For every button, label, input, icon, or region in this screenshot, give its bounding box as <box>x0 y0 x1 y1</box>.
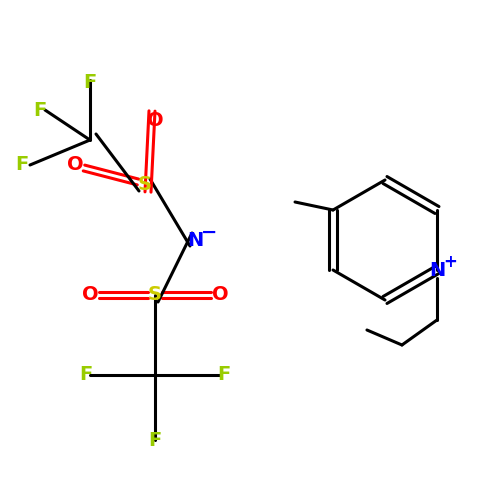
Text: +: + <box>443 253 457 271</box>
Text: O: O <box>82 286 98 304</box>
Text: F: F <box>80 366 92 384</box>
Text: N: N <box>187 230 203 250</box>
Text: F: F <box>218 366 230 384</box>
Text: F: F <box>148 430 162 450</box>
Text: F: F <box>34 100 46 119</box>
Text: F: F <box>16 156 28 174</box>
Text: N: N <box>429 260 445 280</box>
Text: O: O <box>146 110 164 130</box>
Text: F: F <box>84 74 96 92</box>
Text: S: S <box>138 176 152 195</box>
Text: −: − <box>201 222 217 242</box>
Text: S: S <box>148 286 162 304</box>
Text: O: O <box>66 156 84 174</box>
Text: O: O <box>212 286 228 304</box>
